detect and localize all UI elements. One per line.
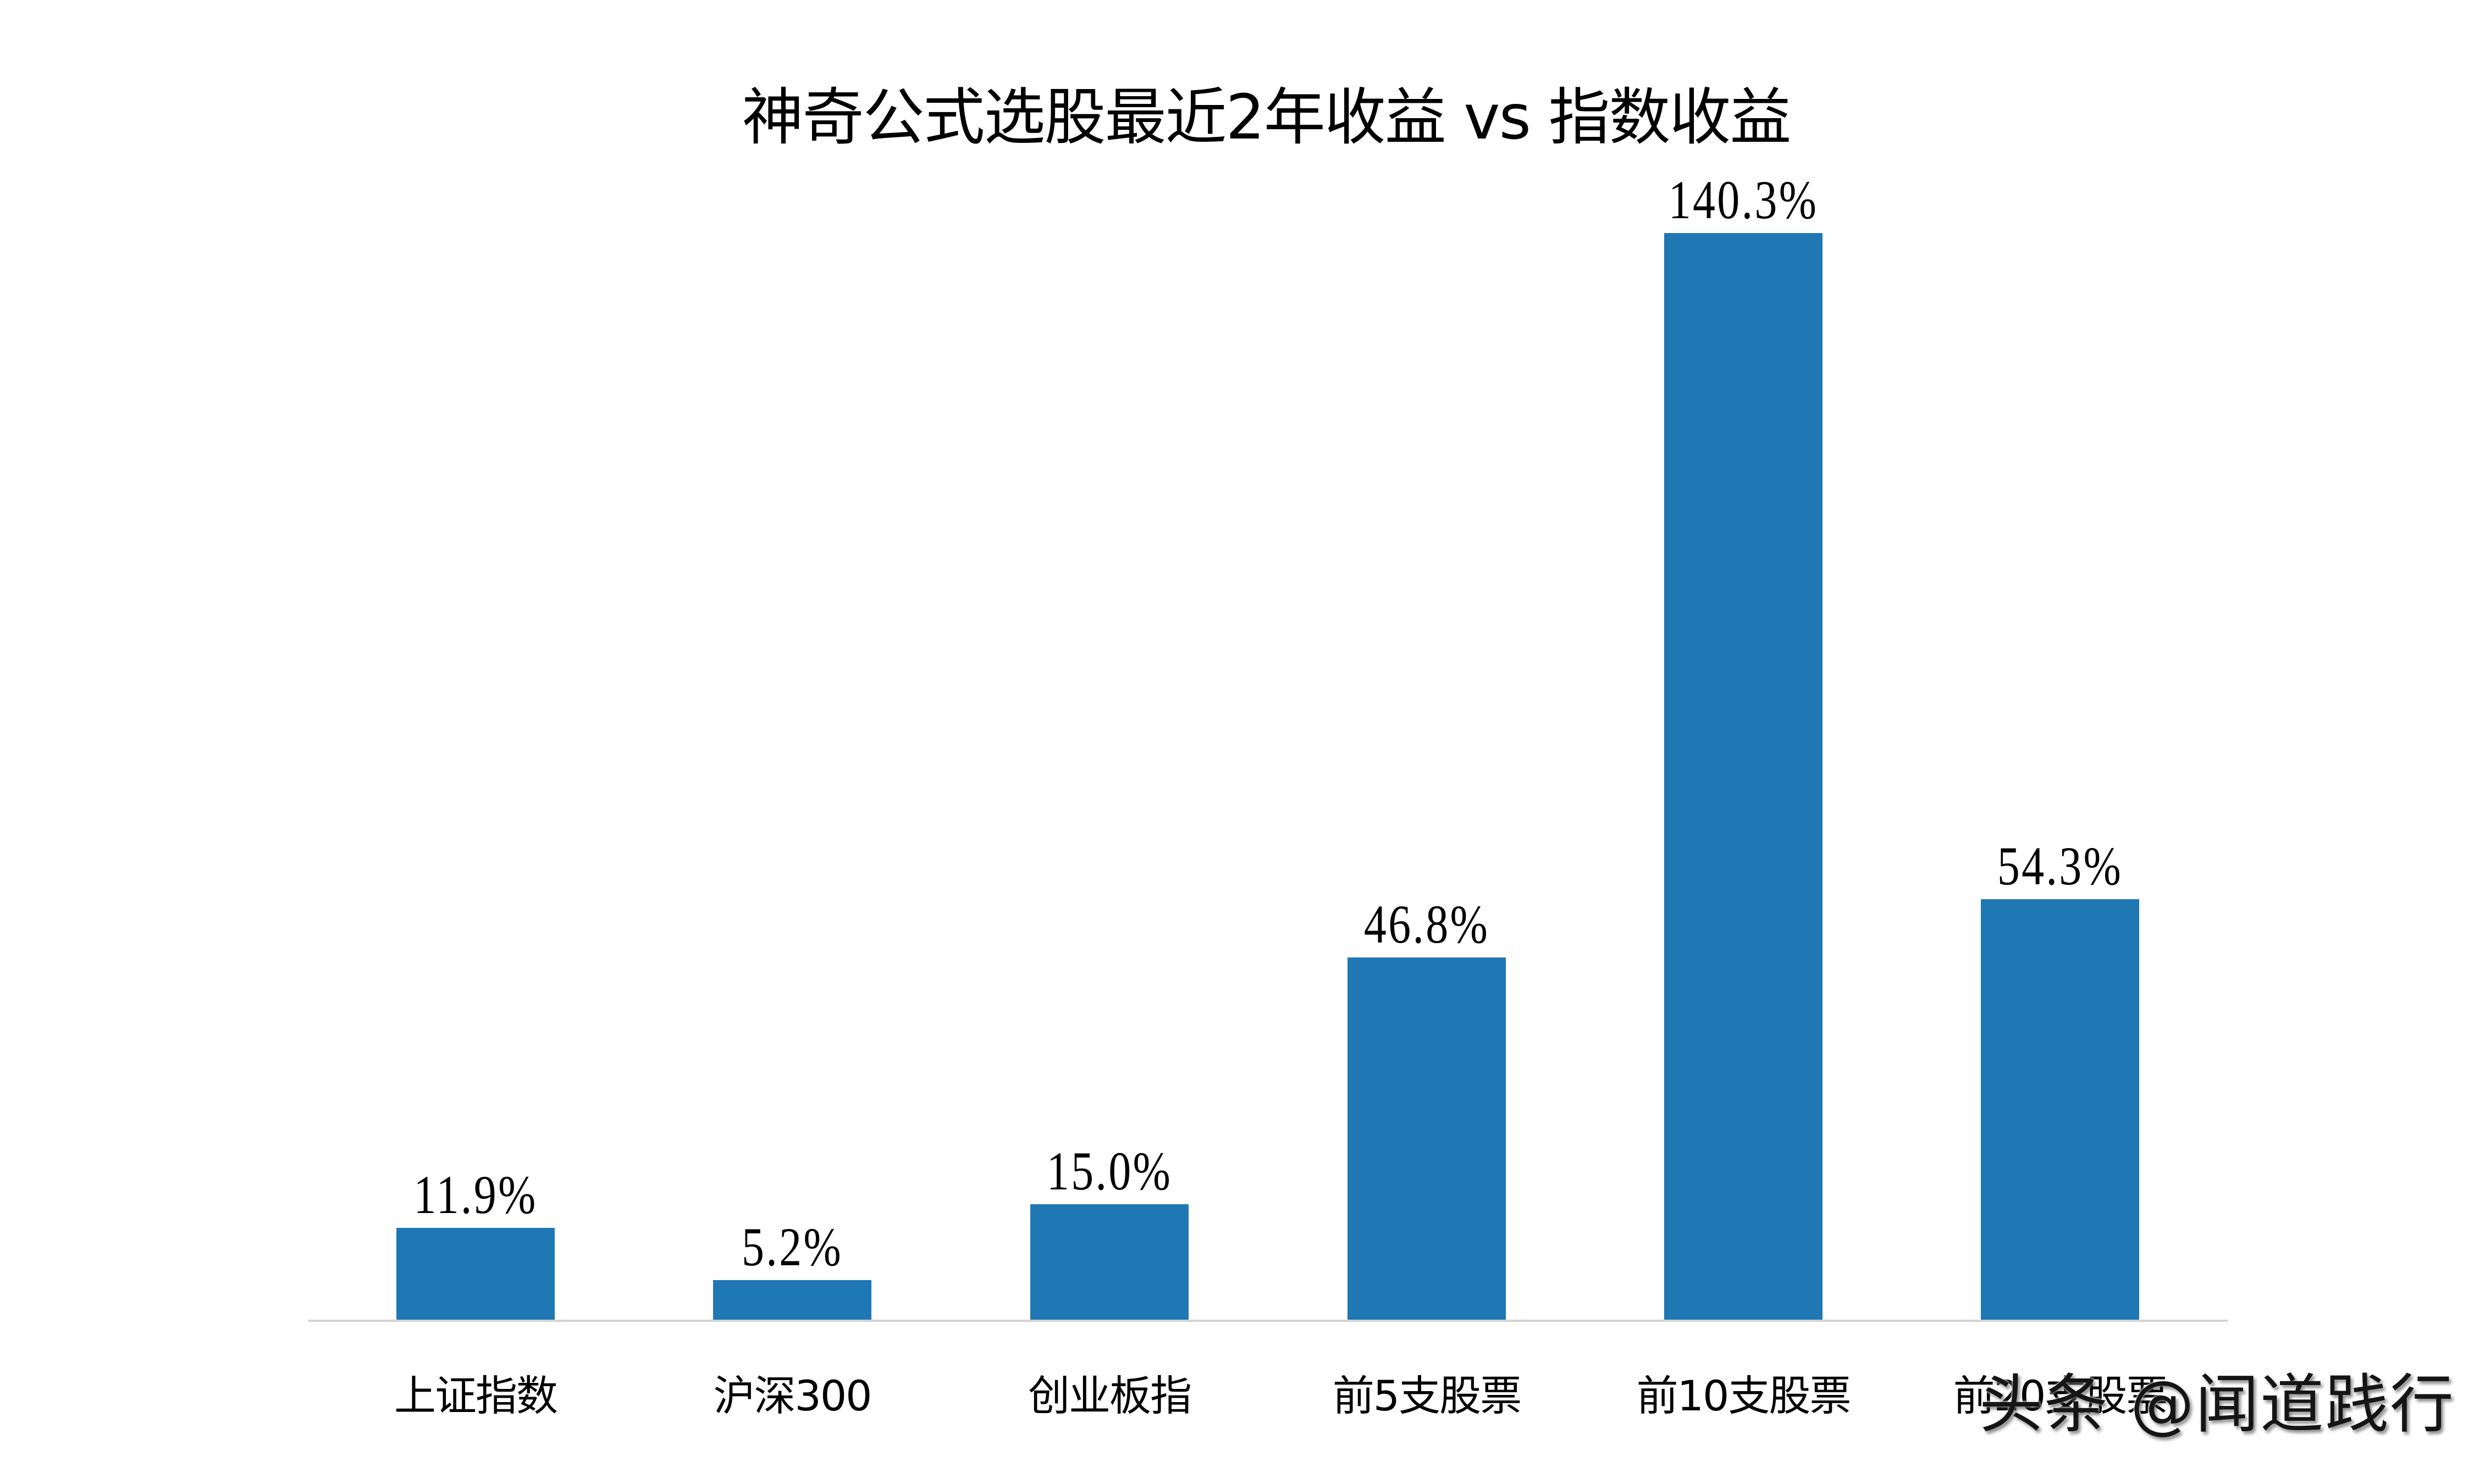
- bar: [1981, 899, 2139, 1320]
- bar-group-top10: 140.3% 前10支股票: [1585, 0, 1902, 1484]
- category-label: 前5支股票: [1332, 1371, 1522, 1420]
- value-label: 54.3%: [1997, 835, 2123, 897]
- value-label: 46.8%: [1363, 894, 1490, 955]
- category-label: 沪深300: [713, 1371, 872, 1420]
- category-label: 前10支股票: [1636, 1371, 1852, 1420]
- bar-group-shanghai-index: 11.9% 上证指数: [317, 0, 634, 1484]
- bar: [1348, 957, 1506, 1320]
- bar: [713, 1280, 871, 1320]
- category-label: 上证指数: [394, 1371, 558, 1420]
- value-label: 11.9%: [413, 1164, 538, 1226]
- x-axis-line: [308, 1320, 2228, 1322]
- bar: [396, 1228, 555, 1320]
- value-label: 140.3%: [1668, 169, 1819, 230]
- bar-group-top20: 54.3% 前20支股票: [1902, 0, 2218, 1484]
- bar-group-chinext-index: 15.0% 创业板指: [951, 0, 1268, 1484]
- bar-group-csi300: 5.2% 沪深300: [634, 0, 951, 1484]
- category-label: 创业板指: [1028, 1371, 1192, 1420]
- watermark: 头条 @闻道践行: [1979, 1367, 2455, 1442]
- chart-title: 神奇公式选股最近2年收益 vs 指数收益: [742, 82, 1791, 153]
- value-label: 15.0%: [1046, 1140, 1173, 1201]
- bar: [1664, 232, 1823, 1320]
- bar: [1030, 1204, 1189, 1320]
- category-label: 前20支股票: [1953, 1371, 2168, 1420]
- value-label: 5.2%: [742, 1216, 843, 1277]
- bar-group-top5: 46.8% 前5支股票: [1268, 0, 1585, 1484]
